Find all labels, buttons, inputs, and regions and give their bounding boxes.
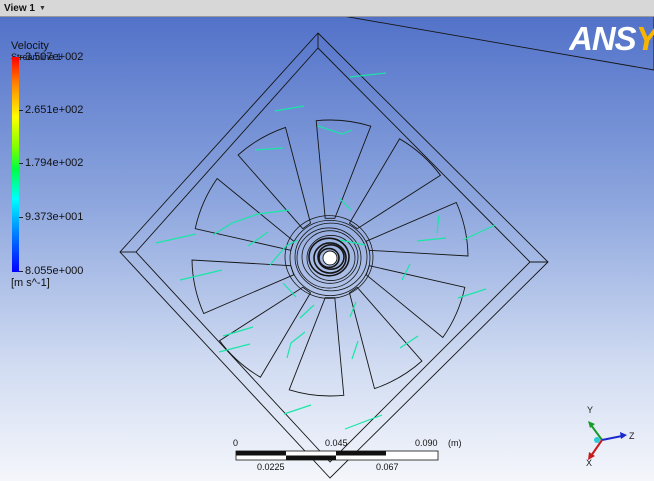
streamlines xyxy=(155,72,496,430)
hub-ring xyxy=(313,242,347,274)
streamline xyxy=(269,239,299,266)
scale-bar-segment xyxy=(286,455,336,460)
hub-ring xyxy=(296,227,362,289)
legend-title: Velocity xyxy=(11,40,49,52)
streamline xyxy=(254,147,284,151)
fan-blade xyxy=(365,265,466,339)
fan-blade xyxy=(191,259,295,315)
triad-z-label: Z xyxy=(629,431,635,441)
fan-blade xyxy=(348,286,423,390)
scale-label-three-quarter: 0.067 xyxy=(376,462,399,472)
hub-ring xyxy=(306,235,356,281)
fan-geometry xyxy=(119,17,654,479)
triad-z-arrow xyxy=(620,432,627,439)
streamline xyxy=(351,340,359,360)
scale-label-zero: 0 xyxy=(233,438,239,448)
fan-blade xyxy=(288,297,345,397)
streamline xyxy=(344,414,383,430)
legend-tick xyxy=(19,57,23,58)
triad-y-axis xyxy=(590,424,603,441)
streamline xyxy=(339,239,366,246)
legend-tick xyxy=(19,163,23,164)
outer-housing xyxy=(119,32,549,479)
fan-blade xyxy=(348,138,442,230)
scale-label-mid: 0.045 xyxy=(325,438,348,448)
fan-blade xyxy=(365,201,469,257)
legend-unit: [m s^-1] xyxy=(11,277,50,289)
streamline xyxy=(222,326,254,337)
streamline xyxy=(399,335,419,349)
view-tab[interactable]: View 1 ▼ xyxy=(0,0,52,17)
scale-label-quarter: 0.0225 xyxy=(257,462,285,472)
legend-tick-label: 1.794e+002 xyxy=(25,157,84,169)
triad-y-label: Y xyxy=(587,405,594,415)
hub-ring xyxy=(301,230,359,284)
legend-tick-label: 3.507e+002 xyxy=(25,51,84,63)
streamline xyxy=(317,125,353,135)
hub-ring xyxy=(318,247,340,269)
logo-text: ANS xyxy=(569,21,637,57)
view-toolbar: View 1 ▼ xyxy=(0,0,654,17)
hub-center xyxy=(322,250,338,266)
streamline xyxy=(349,72,387,78)
housing-top-face xyxy=(346,17,654,71)
triad-x-label: X xyxy=(586,458,593,468)
streamline xyxy=(218,343,251,353)
hub-ring xyxy=(317,243,345,271)
legend-tick-label: 9.373e+001 xyxy=(25,211,84,223)
triad-z-axis xyxy=(601,435,623,441)
legend-tick-label: 8.055e+000 xyxy=(25,265,84,277)
fan-blade xyxy=(218,286,312,378)
color-legend-bar xyxy=(12,57,19,272)
triad-x-arrow xyxy=(588,452,595,460)
streamline xyxy=(462,224,496,241)
ansys-logo: ANSYS xyxy=(569,21,654,57)
scale-bar-segment xyxy=(336,451,386,456)
streamline xyxy=(299,304,315,319)
streamline xyxy=(179,269,223,281)
streamline xyxy=(436,214,440,234)
fan-blade xyxy=(315,119,372,219)
legend-tick xyxy=(19,110,23,111)
fan-blade xyxy=(237,126,312,230)
streamline xyxy=(283,404,312,415)
streamline xyxy=(339,198,352,211)
streamline xyxy=(349,301,357,318)
scale-label-max: 0.090 xyxy=(415,438,438,448)
hub-ring xyxy=(284,215,374,299)
streamline xyxy=(274,105,305,112)
inner-housing xyxy=(135,47,531,463)
triad-y-arrow xyxy=(588,421,595,428)
legend-tick-label: 2.651e+002 xyxy=(25,104,84,116)
streamline xyxy=(155,233,197,244)
triad-center xyxy=(594,437,600,443)
hub-ring xyxy=(308,237,350,277)
streamline xyxy=(247,231,269,247)
legend-tick xyxy=(19,217,23,218)
chevron-down-icon[interactable]: ▼ xyxy=(38,4,46,12)
triad-x-axis xyxy=(590,439,603,457)
fan-blade xyxy=(194,177,295,251)
scale-unit: (m) xyxy=(448,438,462,448)
hub-ring xyxy=(289,219,371,296)
streamline xyxy=(401,263,411,281)
scale-bar-segment xyxy=(236,451,286,456)
legend-tick xyxy=(19,271,23,272)
streamline xyxy=(212,209,290,236)
hub-ring xyxy=(294,222,368,292)
streamline xyxy=(282,282,297,298)
streamline xyxy=(457,288,487,299)
streamline xyxy=(286,331,306,359)
graphics-viewport[interactable]: Velocity Streamline 1 3.507e+002 2.651e+… xyxy=(0,17,654,481)
logo-accent-text: YS xyxy=(636,21,654,57)
streamline xyxy=(416,237,447,242)
view-tab-label: View 1 xyxy=(4,2,35,14)
legend-subtitle: Streamline 1 xyxy=(11,52,62,62)
